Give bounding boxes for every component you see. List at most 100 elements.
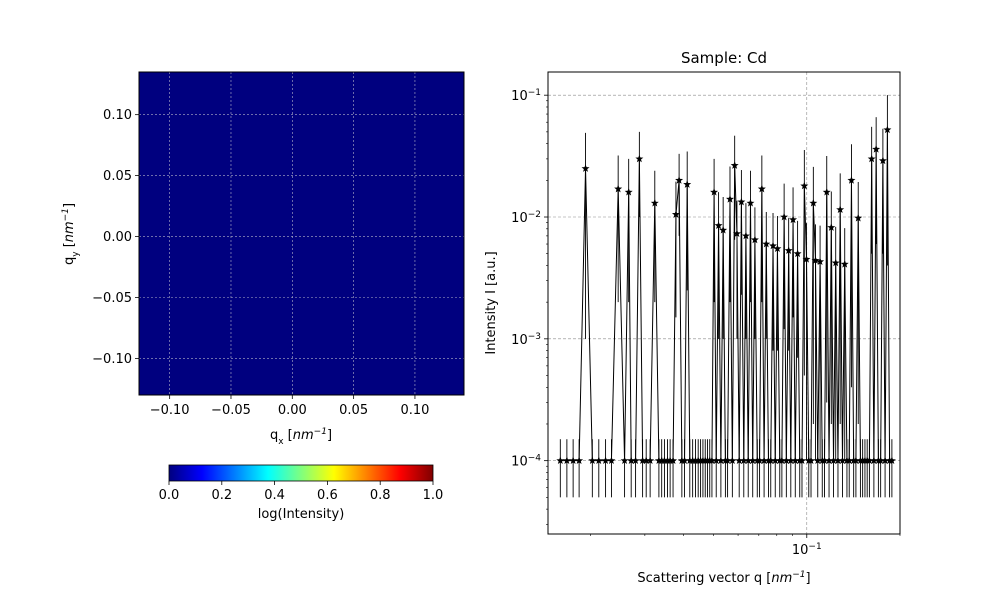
heatmap-y-tick-label: 0.05: [103, 169, 132, 184]
profile-data-point: [773, 244, 782, 253]
heatmap-grid: [139, 72, 464, 395]
profile-data-point: [829, 456, 838, 465]
profile-data-point: [836, 205, 845, 214]
profile-data-point: [723, 456, 732, 465]
profile-data-point: [746, 198, 755, 207]
colorbar-tick-label: 0.6: [317, 488, 338, 503]
heatmap-frame: [138, 71, 465, 396]
profile-data-point: [660, 456, 669, 465]
profile-data-point: [631, 456, 640, 465]
profile-data-point: [760, 456, 769, 465]
profile-data-point: [666, 456, 675, 465]
profile-data-point: [707, 456, 716, 465]
profile-x-tick-label: 10−1: [792, 542, 822, 558]
profile-plot-area: [556, 95, 896, 498]
profile-data-point: [739, 456, 748, 465]
profile-data-point: [809, 198, 818, 207]
profile-data-point: [716, 456, 725, 465]
profile-data-point: [646, 456, 655, 465]
profile-data-point: [831, 258, 840, 267]
profile-data-point: [624, 187, 633, 196]
profile-y-tick-label: 10−3: [511, 332, 541, 348]
profile-data-point: [771, 456, 780, 465]
profile-data-point: [748, 456, 757, 465]
profile-data-point: [680, 456, 689, 465]
profile-data-point: [854, 213, 863, 222]
profile-data-point: [683, 180, 692, 188]
colorbar-tick-label: 0.2: [211, 488, 232, 503]
profile-panel: Sample: Cd 10−1 10−1 10−2 10−3 10−4 Scatter…: [484, 49, 901, 586]
profile-data-point: [735, 456, 744, 465]
profile-data-point: [635, 154, 644, 163]
profile-data-point: [816, 257, 825, 266]
profile-data-point: [802, 255, 811, 263]
profile-data-point: [797, 456, 806, 465]
profile-data-point: [762, 239, 771, 248]
heatmap-x-tick-label: 0.05: [339, 403, 368, 418]
profile-data-point: [851, 456, 860, 465]
heatmap-y-axis-label: qy [nm−1]: [61, 203, 81, 265]
heatmap-image: [139, 72, 464, 395]
profile-data-point: [840, 259, 849, 268]
profile-data-point: [825, 456, 834, 465]
heatmap-x-tick-label: −0.10: [150, 403, 190, 418]
profile-data-point: [601, 456, 610, 465]
profile-frame: [547, 71, 901, 535]
profile-y-axis-label: Intensity I [a.u.]: [484, 251, 499, 354]
profile-data-point: [741, 231, 750, 240]
profile-data-point: [881, 456, 890, 465]
profile-y-tick-label: 10−2: [511, 210, 541, 226]
profile-data-point: [594, 456, 603, 465]
profile-data-point: [755, 456, 764, 465]
profile-data-point: [627, 456, 636, 465]
profile-data-point: [714, 221, 723, 230]
profile-x-axis-label: Scattering vector q [nm−1]: [637, 570, 810, 586]
profile-y-tick-label: 10−1: [511, 88, 541, 104]
profile-data-point: [728, 456, 737, 465]
colorbar: 0.0 0.2 0.4 0.6 0.8 1.0 log(Intensity): [159, 464, 444, 522]
profile-data-point: [777, 456, 786, 465]
profile-data-point: [872, 145, 881, 153]
profile-data-point: [607, 456, 616, 465]
profile-data-point: [813, 456, 822, 465]
profile-data-point: [865, 456, 874, 465]
colorbar-tick-label: 0.4: [264, 488, 285, 503]
profile-data-point: [669, 456, 678, 465]
heatmap-x-tick-label: 0.10: [400, 403, 429, 418]
heatmap-panel: −0.10 −0.05 0.00 0.05 0.10 0.10 0.05 0.00 −0.05…: [61, 71, 465, 447]
profile-data-point: [726, 195, 734, 203]
profile-data-point: [827, 223, 836, 231]
profile-data-point: [737, 197, 746, 206]
profile-data-point: [569, 456, 578, 465]
profile-data-point: [786, 456, 795, 465]
profile-data-point: [732, 229, 741, 238]
colorbar-tick-label: 0.8: [370, 488, 391, 503]
profile-data-point: [719, 225, 728, 234]
profile-data-point: [712, 456, 721, 465]
profile-data-point: [883, 125, 892, 134]
profile-data-point: [811, 256, 820, 264]
heatmap-x-tick-label: 0.00: [278, 403, 307, 418]
profile-data-point: [838, 456, 847, 465]
profile-data-point: [782, 456, 791, 465]
profile-data-point: [769, 241, 778, 250]
profile-data-point: [833, 456, 842, 465]
profile-data-point: [780, 212, 789, 221]
colorbar-label: log(Intensity): [258, 507, 345, 522]
profile-data-point: [620, 456, 629, 465]
heatmap-x-tick-label: −0.05: [211, 403, 251, 418]
profile-data-point: [784, 246, 793, 254]
profile-data-point: [710, 187, 719, 196]
heatmap-y-ticks: 0.10 0.05 0.00 −0.05 −0.10: [92, 108, 139, 367]
profile-data-point: [614, 184, 623, 193]
heatmap-y-tick-label: −0.10: [92, 352, 132, 367]
colorbar-tick-label: 1.0: [423, 488, 444, 503]
colorbar-ticks: 0.0 0.2 0.4 0.6 0.8 1.0: [159, 481, 444, 503]
profile-series-line: [560, 129, 892, 462]
profile-data-point: [556, 456, 565, 465]
profile-data-point: [822, 187, 831, 196]
profile-data-point: [820, 456, 829, 465]
profile-data-point: [878, 156, 887, 165]
profile-title: Sample: Cd: [681, 49, 767, 67]
